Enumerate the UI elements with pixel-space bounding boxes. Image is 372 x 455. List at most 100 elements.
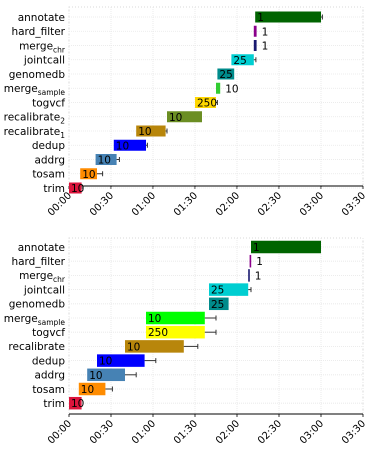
- bar-genomedb: [209, 297, 229, 311]
- category-label: jointcall: [23, 55, 65, 67]
- x-tick-label: 03:30: [340, 190, 368, 218]
- category-label-main: dedup: [32, 140, 65, 152]
- data-label: 25: [211, 299, 224, 311]
- category-label: dedup: [32, 140, 65, 152]
- bar-trim: [69, 396, 82, 410]
- category-label: recalibrate1: [4, 126, 66, 140]
- category-label: togvcf: [32, 327, 65, 339]
- category-label-main: hard_filter: [11, 256, 65, 268]
- category-label: mergesample: [4, 313, 66, 327]
- x-tick-label: 01:00: [130, 190, 158, 218]
- data-label: 1: [262, 41, 269, 53]
- bar-merge-sample: [216, 82, 221, 94]
- category-label-sub: sample: [38, 318, 66, 327]
- category-label-main: annotate: [18, 12, 65, 24]
- data-label: 10: [82, 169, 95, 181]
- data-label: 10: [169, 112, 182, 124]
- data-label: 1: [253, 242, 260, 254]
- category-label: trim: [43, 183, 65, 195]
- category-label: trim: [43, 398, 65, 410]
- x-tick-label: 03:00: [298, 418, 326, 446]
- data-label: 1: [255, 270, 262, 282]
- category-label-main: togvcf: [32, 327, 65, 339]
- category-label: recalibrate: [8, 341, 65, 353]
- category-label-main: recalibrate: [4, 126, 61, 138]
- category-label: mergechr: [19, 40, 66, 54]
- category-label-sub: 2: [60, 117, 65, 126]
- category-label: recalibrate2: [4, 112, 66, 126]
- data-label: 25: [211, 285, 224, 297]
- bar-genomedb: [217, 68, 235, 80]
- x-tick-label: 00:30: [88, 418, 116, 446]
- category-label: dedup: [32, 355, 65, 367]
- bar-togvcf: [195, 97, 216, 108]
- bar-dedup: [113, 139, 146, 151]
- category-label-main: jointcall: [23, 55, 65, 67]
- bar-merge-chr: [253, 40, 257, 51]
- category-label-main: merge: [4, 313, 38, 325]
- category-label-main: genomedb: [9, 299, 66, 311]
- chart-panel-2: 00:00 00:30 01:00 01:30 02:00 02:30 03:00 03:30…: [4, 237, 368, 447]
- x-tick-label: 01:30: [172, 418, 200, 446]
- category-label-main: tosam: [32, 169, 65, 181]
- category-label-main: merge: [4, 83, 38, 95]
- data-label: 10: [98, 155, 111, 167]
- bar-hard_filter: [253, 25, 257, 37]
- category-label-main: trim: [43, 183, 65, 195]
- category-label-main: recalibrate: [8, 341, 65, 353]
- x-tick-label: 00:00: [46, 418, 74, 446]
- plot-frame: [68, 6, 364, 187]
- bar-annotate: [251, 240, 321, 254]
- data-label: 1: [256, 256, 263, 268]
- x-tick-label: 01:00: [130, 418, 158, 446]
- category-label-main: addrg: [34, 370, 65, 382]
- x-tick-label: 03:00: [298, 190, 326, 218]
- bar-togvcf: [146, 325, 205, 339]
- category-label: genomedb: [9, 299, 66, 311]
- category-label: jointcall: [23, 284, 65, 296]
- x-tick-label: 02:30: [256, 190, 284, 218]
- category-label-main: tosam: [32, 384, 65, 396]
- category-label: tosam: [32, 384, 65, 396]
- category-label-main: addrg: [34, 154, 65, 166]
- x-tick-label: 02:00: [214, 190, 242, 218]
- category-label: addrg: [34, 154, 65, 166]
- data-label: 10: [71, 183, 84, 195]
- data-label: 10: [99, 356, 112, 368]
- category-label: annotate: [18, 12, 65, 24]
- category-label: mergesample: [4, 83, 66, 97]
- data-label: 250: [197, 98, 217, 110]
- bar-recalibrate-2: [167, 111, 202, 123]
- data-label: 10: [81, 384, 94, 396]
- data-label: 250: [148, 327, 168, 339]
- data-label: 10: [225, 83, 238, 95]
- bar-recalibrate-1: [136, 125, 166, 137]
- bar-dedup: [97, 354, 145, 367]
- category-label-main: annotate: [18, 242, 65, 254]
- data-label: 10: [89, 370, 102, 382]
- category-label-main: genomedb: [9, 69, 66, 81]
- category-label-main: jointcall: [23, 284, 65, 296]
- category-label-main: dedup: [32, 355, 65, 367]
- category-label: addrg: [34, 370, 65, 382]
- bar-addrg: [95, 154, 117, 165]
- category-label-main: merge: [19, 270, 53, 282]
- bar-trim: [69, 182, 82, 194]
- category-label: hard_filter: [11, 26, 65, 38]
- data-label: 10: [148, 313, 161, 325]
- category-label-sub: chr: [53, 45, 66, 54]
- data-label: 10: [138, 126, 151, 138]
- bar-merge-sample: [146, 311, 205, 325]
- category-label-main: recalibrate: [4, 112, 61, 124]
- category-label: genomedb: [9, 69, 66, 81]
- category-label-main: trim: [43, 398, 65, 410]
- data-label: 10: [116, 140, 129, 152]
- bar-annotate: [255, 11, 321, 23]
- category-label-main: hard_filter: [11, 26, 65, 38]
- category-label-sub: 1: [60, 131, 65, 140]
- chart-panel-1: 00:00 00:30 01:00 01:30 02:00 02:30 03:00 03:30…: [4, 6, 368, 219]
- category-label-main: merge: [19, 40, 53, 52]
- bar-jointcall: [231, 54, 254, 66]
